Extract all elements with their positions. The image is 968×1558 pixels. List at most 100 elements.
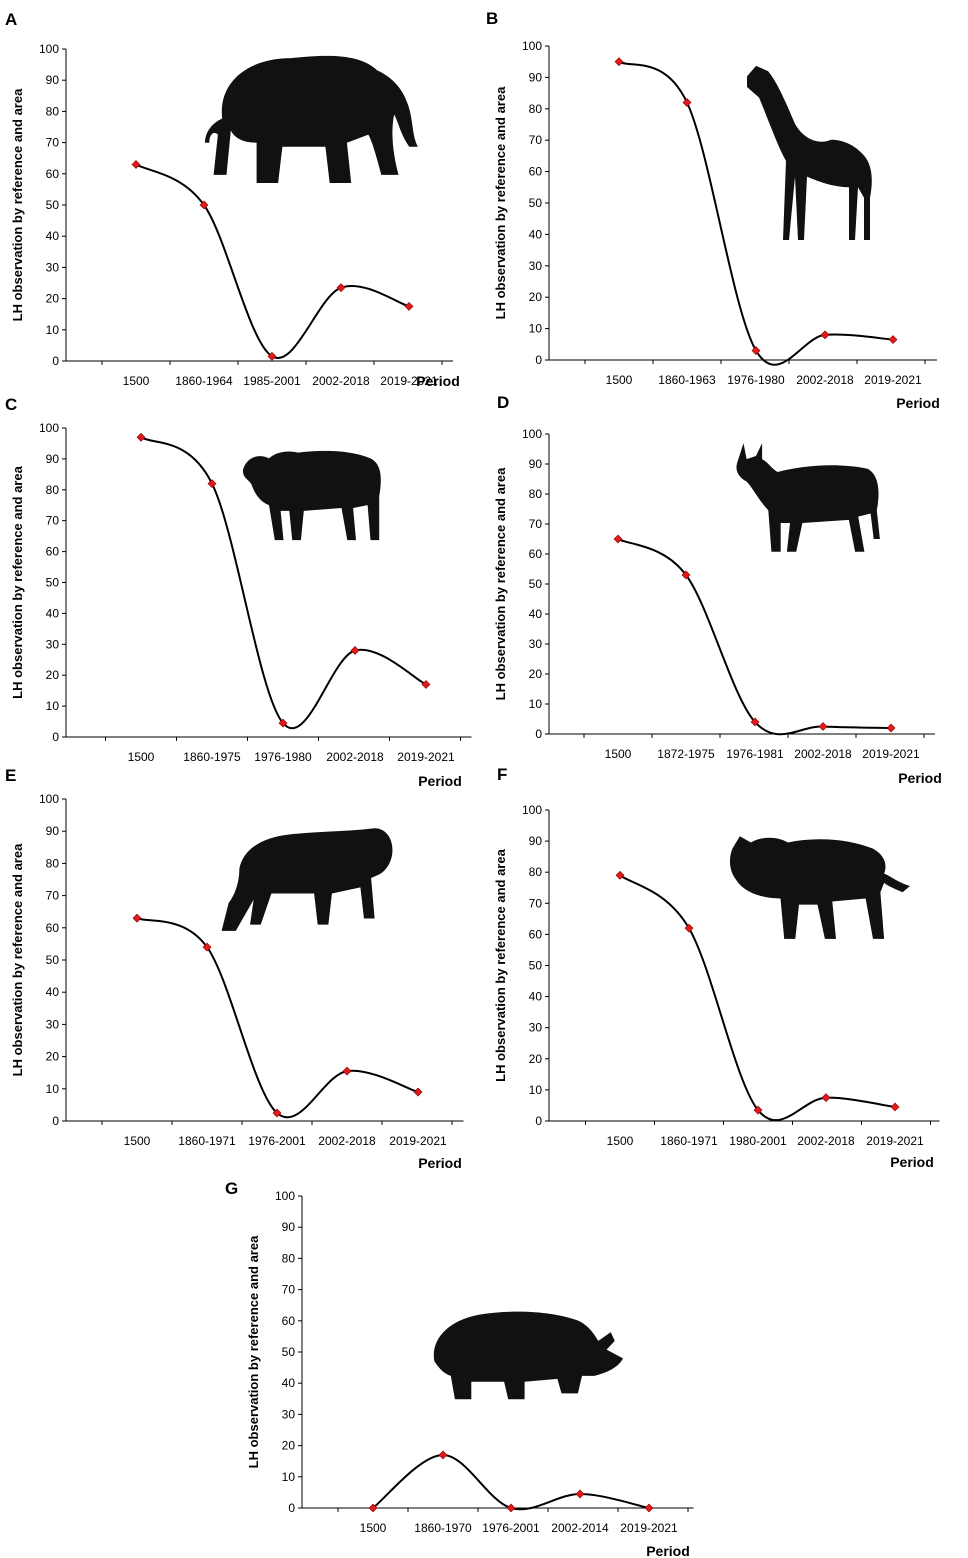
- y-tick-label: 90: [529, 457, 543, 471]
- data-point: [506, 1503, 516, 1513]
- y-tick-label: 80: [529, 865, 543, 879]
- x-tick-label: 2019-2021: [866, 1134, 924, 1148]
- data-point: [131, 160, 141, 169]
- x-tick-label: 1985-2001: [243, 374, 301, 388]
- y-tick-label: 70: [46, 136, 60, 150]
- x-tick-label: 2002-2018: [796, 373, 854, 387]
- data-point: [614, 57, 624, 67]
- panel-b: B 0 10 20 30 40 50 60 70 80 90 100 1500 1860-1963 1976…: [486, 9, 940, 411]
- x-tick-label: 2002-2018: [794, 747, 852, 761]
- y-tick-label: 40: [529, 607, 543, 621]
- data-point: [368, 1503, 378, 1513]
- y-tick-label: 90: [529, 834, 543, 848]
- x-tick-label: 1500: [124, 1134, 151, 1148]
- elephant-icon: [205, 55, 418, 183]
- y-tick-label: 20: [529, 290, 543, 304]
- data-point: [336, 283, 346, 293]
- y-tick-label: 40: [46, 606, 60, 620]
- data-point: [438, 1450, 448, 1460]
- data-point: [278, 718, 288, 728]
- data-point: [207, 479, 217, 489]
- y-axis-title: LH observation by reference and area: [10, 88, 25, 321]
- panel-a: A 0 10 20 30 40 50 60 70 80 90 100 1500 1860-1964 1985…: [5, 10, 460, 389]
- y-tick-label: 90: [529, 70, 543, 84]
- data-point: [750, 717, 760, 727]
- y-tick-label: 10: [46, 1082, 60, 1096]
- y-axis-title: LH observation by reference and area: [10, 465, 25, 698]
- series-line: [140, 436, 427, 730]
- y-tick-label: 0: [52, 730, 59, 744]
- x-tick-label: 2019-2021: [389, 1134, 447, 1148]
- y-axis-title: LH observation by reference and area: [246, 1235, 261, 1468]
- x-tick-label: 1500: [605, 747, 632, 761]
- data-point: [350, 646, 360, 655]
- x-tick-label: 2019-2021: [397, 750, 455, 764]
- y-tick-label: 80: [46, 483, 60, 497]
- data-point: [342, 1066, 352, 1076]
- y-tick-label: 30: [46, 260, 60, 274]
- x-tick-label: 1500: [607, 1134, 634, 1148]
- x-axis-title: Period: [646, 1543, 690, 1558]
- y-tick-label: 70: [529, 517, 543, 531]
- y-tick-label: 80: [282, 1251, 296, 1265]
- data-point: [272, 1108, 282, 1118]
- y-tick-label: 30: [529, 259, 543, 273]
- x-tick-label: 1500: [606, 373, 633, 387]
- y-tick-label: 50: [46, 198, 60, 212]
- x-tick-label: 1860-1975: [183, 750, 241, 764]
- data-point: [202, 942, 212, 952]
- y-tick-label: 60: [529, 927, 543, 941]
- y-axis-title: LH observation by reference and area: [493, 848, 508, 1081]
- y-tick-label: 90: [46, 452, 60, 466]
- wildebeest-icon: [729, 836, 910, 939]
- y-axis-title: LH observation by reference and area: [493, 467, 508, 700]
- x-tick-label: 2019-2021: [620, 1521, 678, 1535]
- y-tick-label: 10: [46, 699, 60, 713]
- x-tick-label: 1976-1980: [254, 750, 312, 764]
- x-tick-label: 2002-2018: [312, 374, 370, 388]
- y-tick-label: 0: [535, 1114, 542, 1128]
- y-tick-label: 80: [46, 104, 60, 118]
- y-tick-label: 30: [529, 637, 543, 651]
- panel-letter: F: [497, 765, 507, 784]
- y-tick-label: 10: [282, 1470, 296, 1484]
- data-point: [421, 680, 431, 689]
- y-tick-label: 70: [282, 1283, 296, 1297]
- y-tick-label: 70: [46, 889, 60, 903]
- y-tick-label: 50: [282, 1345, 296, 1359]
- y-tick-label: 90: [46, 73, 60, 87]
- y-tick-label: 10: [46, 323, 60, 337]
- data-point: [132, 913, 142, 923]
- y-tick-label: 60: [529, 547, 543, 561]
- y-tick-label: 20: [46, 1050, 60, 1064]
- y-tick-label: 40: [46, 229, 60, 243]
- x-tick-label: 1976-2001: [482, 1521, 540, 1535]
- y-tick-label: 100: [522, 39, 542, 53]
- data-point: [199, 200, 209, 210]
- y-tick-label: 10: [529, 697, 543, 711]
- x-tick-label: 1860-1971: [660, 1134, 718, 1148]
- panel-letter: C: [5, 395, 17, 414]
- x-tick-label: 2019-2021: [380, 374, 438, 388]
- data-point: [818, 722, 828, 731]
- y-tick-label: 50: [529, 959, 543, 973]
- panel-f: F 0 10 20 30 40 50 60 70 80 90 100 1500 1860-1971 1980…: [493, 765, 940, 1170]
- buffalo-icon: [242, 450, 381, 541]
- y-tick-label: 20: [46, 292, 60, 306]
- data-point: [413, 1087, 423, 1097]
- x-tick-label: 2002-2018: [797, 1134, 855, 1148]
- series-line: [372, 1453, 650, 1511]
- x-axis-title: Period: [416, 373, 460, 389]
- y-tick-label: 100: [522, 803, 542, 817]
- x-tick-label: 1976-2001: [248, 1134, 306, 1148]
- data-point: [267, 351, 277, 361]
- y-tick-label: 0: [288, 1501, 295, 1515]
- y-tick-label: 30: [282, 1407, 296, 1421]
- eland-icon: [736, 443, 880, 552]
- series-line: [135, 163, 410, 359]
- y-tick-label: 0: [535, 353, 542, 367]
- y-tick-label: 80: [529, 487, 543, 501]
- data-point: [886, 723, 896, 733]
- y-tick-label: 70: [529, 133, 543, 147]
- x-tick-label: 2019-2021: [864, 373, 922, 387]
